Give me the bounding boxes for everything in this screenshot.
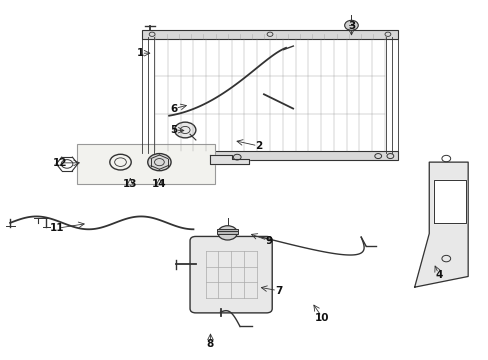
Polygon shape	[210, 155, 249, 164]
Text: 3: 3	[347, 21, 354, 31]
Bar	[154, 160, 166, 166]
Circle shape	[218, 226, 237, 240]
Text: 7: 7	[274, 286, 282, 296]
Text: 5: 5	[170, 125, 177, 135]
Bar	[142, 152, 397, 160]
Polygon shape	[433, 180, 465, 223]
Text: 9: 9	[264, 236, 272, 246]
Bar	[77, 144, 215, 184]
FancyBboxPatch shape	[190, 237, 272, 313]
Text: 8: 8	[206, 339, 214, 349]
Circle shape	[233, 154, 241, 160]
Text: 2: 2	[255, 141, 262, 151]
Bar	[217, 231, 238, 234]
Circle shape	[147, 154, 171, 171]
Text: 6: 6	[170, 104, 177, 113]
Bar	[217, 229, 238, 231]
Text: 10: 10	[314, 312, 329, 323]
Text: 13: 13	[123, 179, 137, 189]
Bar	[142, 30, 397, 39]
Text: 4: 4	[434, 270, 442, 280]
Text: 12: 12	[52, 158, 67, 168]
Circle shape	[344, 20, 358, 30]
Circle shape	[174, 122, 196, 138]
Text: 11: 11	[50, 223, 64, 233]
Text: 14: 14	[152, 179, 166, 189]
Text: 1: 1	[136, 48, 143, 58]
Polygon shape	[414, 162, 467, 287]
